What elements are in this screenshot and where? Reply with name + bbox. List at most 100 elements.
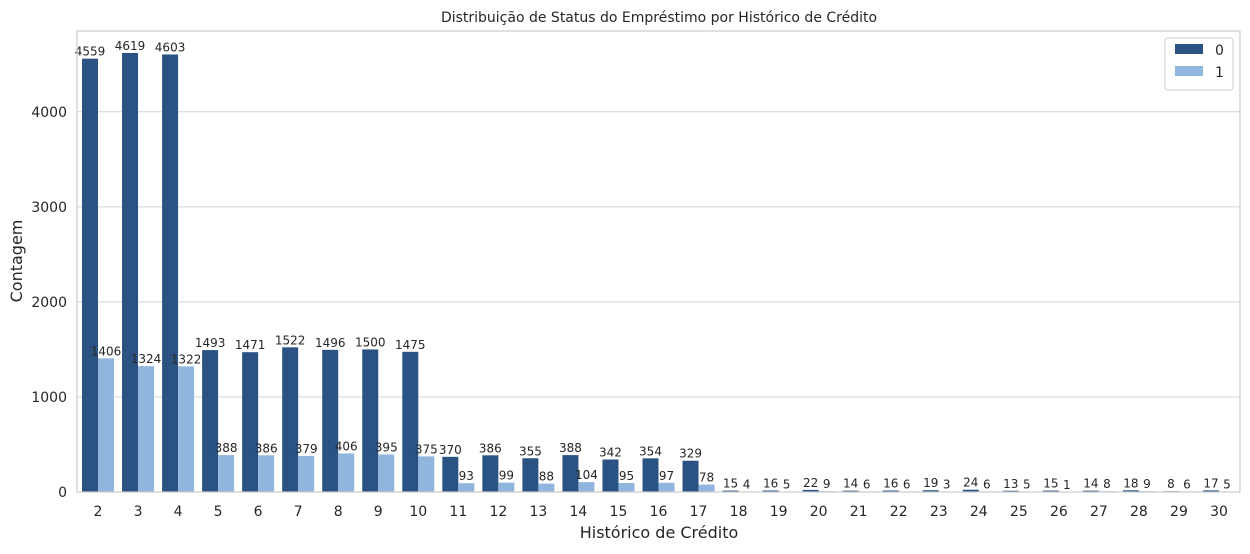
bar-value-label: 375 [415,442,438,456]
x-tick-label: 12 [489,504,507,520]
x-tick-label: 9 [374,504,383,520]
bar-value-label: 1475 [395,338,426,352]
x-tick-label: 10 [409,504,427,520]
bar-value-label: 1522 [275,333,306,347]
bar-series-1 [658,482,675,492]
bar-series-0 [842,490,859,492]
x-tick-label: 15 [610,504,628,520]
bar-series-0 [82,58,98,492]
y-tick-label: 0 [58,485,67,501]
bar-value-label: 8 [1167,477,1175,491]
x-tick-label: 11 [449,504,467,520]
bar-value-label: 1500 [355,335,386,349]
bar-value-label: 1471 [235,338,266,352]
bar-value-label: 88 [539,470,554,484]
bar-series-0 [122,52,139,492]
bar-series-0 [162,54,179,493]
bar-series-0 [242,352,259,492]
x-tick-label: 14 [570,504,588,520]
x-tick-label: 7 [294,504,303,520]
chart-title: Distribuição de Status do Empréstimo por… [441,10,877,26]
bar-value-label: 4559 [75,45,106,59]
x-tick-label: 4 [174,504,183,520]
bar-series-0 [722,490,739,492]
bar-series-0 [1042,490,1059,492]
y-tick-label: 4000 [31,105,67,121]
bar-series-0 [322,349,339,492]
bar-value-label: 9 [823,477,831,491]
bar-series-0 [682,460,699,492]
bar-value-label: 24 [963,476,978,490]
bar-value-label: 16 [883,476,898,490]
x-tick-label: 17 [690,504,708,520]
bar-value-label: 19 [923,476,938,490]
bar-series-1 [538,483,555,492]
bar-value-label: 1322 [171,352,202,366]
bar-value-label: 95 [619,469,634,483]
y-axis-ticks: 0 1000 2000 3000 4000 [31,105,67,501]
x-tick-label: 27 [1090,504,1108,520]
bar-series-0 [562,455,579,492]
bar-value-label: 16 [763,476,778,490]
x-tick-label: 2 [94,504,103,520]
bar-series-0 [1122,490,1139,492]
bar-value-label: 1493 [195,336,226,350]
bar-value-label: 14 [1083,477,1098,491]
bar-value-label: 386 [479,441,502,455]
bar-value-label: 1324 [131,352,162,366]
legend-label: 1 [1215,65,1224,81]
bar-value-label: 329 [679,447,702,461]
bar-series-1 [258,455,275,492]
bar-series-0 [202,350,219,492]
x-tick-label: 22 [890,504,908,520]
bar-value-label: 6 [983,477,991,491]
bar-value-label: 93 [459,469,474,483]
bar-value-label: 6 [903,477,911,491]
x-tick-label: 29 [1170,504,1188,520]
bar-value-label: 97 [659,469,674,483]
legend-swatch [1175,66,1203,76]
bar-value-label: 406 [335,439,358,453]
bar-value-label: 386 [255,441,278,455]
bar-series-1 [418,456,435,492]
bar-value-label: 4619 [115,39,146,53]
bar-value-label: 9 [1143,477,1151,491]
bar-value-label: 17 [1203,476,1218,490]
bar-series-0 [922,490,939,492]
bar-value-label: 3 [943,478,951,492]
bar-value-label: 4603 [155,40,186,54]
y-tick-label: 1000 [31,390,67,406]
bar-value-label: 388 [215,441,238,455]
x-tick-label: 30 [1210,504,1228,520]
bar-series-1 [338,453,355,492]
x-tick-label: 6 [254,504,263,520]
bar-series-0 [802,489,819,492]
bar-value-label: 15 [723,477,738,491]
bar-series-1 [698,484,715,492]
x-tick-label: 8 [334,504,343,520]
bar-value-label: 6 [863,477,871,491]
bar-series-1 [98,358,114,492]
bar-series-0 [962,489,979,492]
x-axis-ticks: 2 3 4 5 6 7 8 9 10 11 12 13 14 15 16 17 18 19 20 21 22 23 24 25… [94,504,1228,520]
bar-value-label: 15 [1043,477,1058,491]
bar-series-1 [578,482,595,492]
bar-value-label: 5 [783,478,791,492]
bar-series-0 [482,455,499,492]
bar-series-1 [458,483,475,492]
bar-value-label: 395 [375,440,398,454]
legend-label: 0 [1215,43,1224,59]
bar-series-0 [762,490,779,492]
x-tick-label: 25 [1010,504,1028,520]
x-tick-label: 13 [529,504,547,520]
bar-value-label: 1406 [91,344,122,358]
bar-series-0 [282,347,299,492]
bar-series-1 [298,455,315,492]
bar-series-0 [1082,490,1099,492]
bar-series-0 [442,456,459,492]
bar-value-label: 370 [439,443,462,457]
bar-series-0 [1203,490,1219,492]
bar-series-0 [1002,490,1019,492]
bar-value-label: 355 [519,444,542,458]
bar-value-label: 99 [499,469,514,483]
